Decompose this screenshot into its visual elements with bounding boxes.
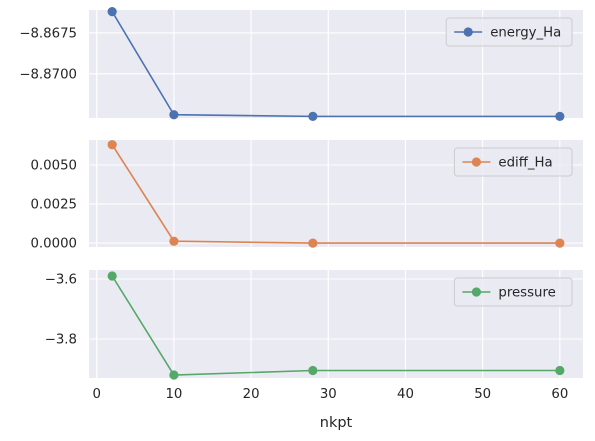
data-point: [555, 365, 565, 376]
data-point: [308, 365, 318, 376]
data-point: [169, 236, 179, 246]
legend-marker: [463, 27, 473, 37]
x-axis-label: nkpt: [320, 415, 353, 431]
data-point: [308, 111, 318, 121]
data-point: [107, 140, 117, 150]
y-tick-label: 0.0025: [30, 198, 77, 213]
legend-box: [453, 277, 573, 307]
data-point: [555, 111, 565, 121]
subplot-3: −3.6 −3.8 pressure: [45, 270, 583, 380]
subplot-2: 0.0050 0.0025 0.0000 ediff_Ha: [30, 140, 583, 252]
y-tick-label: −3.6: [45, 273, 77, 288]
y-tick-label: 0.0050: [30, 158, 77, 173]
y-tick-label: −8.8675: [19, 26, 77, 41]
x-tick-label: 40: [397, 387, 414, 402]
legend-box: [453, 147, 573, 177]
x-tick-label: 20: [243, 387, 260, 402]
x-tick-label: 0: [92, 387, 100, 402]
y-tick-label: 0.0000: [30, 237, 77, 252]
x-tick-label: 30: [320, 387, 337, 402]
data-point: [107, 271, 117, 281]
data-point: [169, 110, 179, 120]
data-point: [107, 7, 117, 17]
x-tick-label: 60: [551, 387, 568, 402]
y-tick-label: −8.8700: [19, 67, 77, 82]
legend: pressure: [453, 277, 573, 307]
data-point: [555, 238, 565, 248]
x-tick-label: 10: [165, 387, 182, 402]
legend-box: [445, 17, 573, 47]
data-point: [308, 238, 318, 248]
series-line-pressure: [111, 275, 560, 376]
legend-marker: [471, 287, 481, 297]
data-point: [169, 370, 179, 380]
legend: energy_Ha: [445, 17, 573, 47]
subplot-1: −8.8675 −8.8700 energy_Ha: [19, 7, 583, 121]
legend-marker: [471, 157, 481, 167]
series-line-energy_Ha: [111, 11, 560, 118]
y-tick-label: −3.8: [45, 333, 77, 348]
legend: ediff_Ha: [453, 147, 573, 177]
legend-label: pressure: [498, 286, 555, 301]
legend-label: energy_Ha: [490, 26, 561, 41]
x-tick-label: 50: [474, 387, 491, 402]
legend-label: ediff_Ha: [498, 156, 552, 171]
series-line-ediff_Ha: [111, 144, 560, 244]
